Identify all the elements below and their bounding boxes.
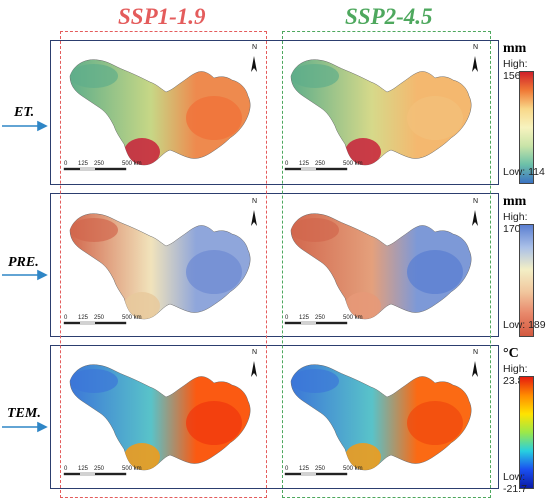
basin-map [63, 361, 257, 476]
basin-region [69, 59, 251, 166]
scale-bar-label: 500 km [343, 466, 363, 472]
scale-bar-label: 125 [78, 466, 89, 472]
scale-bar-label: 250 [94, 161, 105, 167]
scale-bar-label: 250 [315, 466, 326, 472]
north-label: N [473, 44, 479, 51]
row-label-pre: PRE. [8, 255, 39, 270]
scale-bar-label: 500 km [343, 161, 363, 167]
basin-region [290, 364, 472, 471]
legend-low-label: Low: -21.7 [503, 471, 527, 495]
scale-bar-label: 125 [299, 466, 310, 472]
row-label-et: ET. [14, 105, 35, 120]
scale-bar-label: 250 [315, 315, 326, 321]
scale-bar [284, 167, 348, 171]
scale-bar-label: 500 km [122, 315, 142, 321]
legend-low-label: Low: 189 [503, 319, 546, 331]
scale-bar-label: 0 [285, 466, 289, 472]
scale-bar-label: 0 [285, 161, 289, 167]
scale-bar-label: 500 km [122, 161, 142, 167]
scale-bar-label: 0 [64, 161, 68, 167]
north-label: N [252, 44, 258, 51]
basin-region [290, 59, 472, 166]
scale-bar-label: 250 [94, 466, 105, 472]
north-arrow-icon [472, 210, 478, 226]
basin-region [290, 213, 472, 320]
legend-color-ramp [519, 224, 534, 337]
scale-bar-label: 125 [299, 315, 310, 321]
basin-map [63, 210, 257, 325]
row-arrows [2, 120, 48, 433]
basin-map [284, 56, 478, 171]
scale-bar-label: 500 km [122, 466, 142, 472]
basin-map [284, 361, 478, 476]
scenario-frame-ssp2 [282, 31, 491, 498]
legend-low-label: Low: 114 [503, 166, 545, 178]
north-label: N [252, 198, 258, 205]
row-frame-et [50, 40, 499, 185]
north-arrow-icon [472, 56, 478, 72]
scale-bar [63, 167, 127, 171]
scale-bar-label: 0 [64, 466, 68, 472]
north-label: N [473, 349, 479, 356]
scale-bar-label: 125 [299, 161, 310, 167]
scale-bar-label: 125 [78, 315, 89, 321]
scale-bar [63, 321, 127, 325]
scale-bar-label: 0 [64, 315, 68, 321]
north-label: N [473, 198, 479, 205]
scale-bar [284, 472, 348, 476]
scenario-title-ssp1: SSP1-1.9 [118, 4, 206, 29]
basin-map [284, 210, 478, 325]
row-label-tem: TEM. [7, 406, 41, 421]
scenario-title-ssp2: SSP2-4.5 [345, 4, 433, 29]
north-arrow-icon [251, 210, 257, 226]
legend-color-ramp [519, 71, 534, 184]
scale-bar-label: 250 [94, 315, 105, 321]
north-arrow-icon [251, 361, 257, 377]
scale-bar [284, 321, 348, 325]
basin-map [63, 56, 257, 171]
scale-bar-label: 0 [285, 315, 289, 321]
basin-region [69, 213, 251, 320]
scale-bar-label: 250 [315, 161, 326, 167]
scale-bar-label: 500 km [343, 315, 363, 321]
legend-unit: mm [503, 194, 527, 209]
north-arrow-icon [251, 56, 257, 72]
north-arrow-icon [472, 361, 478, 377]
legend-high-label: High: 23.8 [503, 363, 528, 387]
legend-color-ramp [519, 376, 534, 489]
legend-unit: °C [503, 346, 519, 361]
scenario-frame-ssp1 [60, 31, 267, 498]
basin-region [69, 364, 251, 471]
north-label: N [252, 349, 258, 356]
legend-unit: mm [503, 41, 527, 56]
scale-bar [63, 472, 127, 476]
scale-bar-label: 125 [78, 161, 89, 167]
row-frame-pre [50, 193, 499, 337]
row-frame-tem [50, 345, 499, 489]
